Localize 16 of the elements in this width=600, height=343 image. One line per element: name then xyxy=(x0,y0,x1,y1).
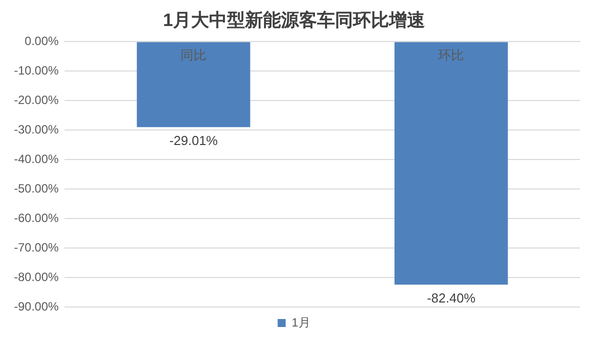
y-tick-label: -80.00% xyxy=(14,270,60,284)
x-tick-label: 同比 xyxy=(180,48,207,63)
y-tick-label: -60.00% xyxy=(14,210,60,225)
y-tick-label: -20.00% xyxy=(14,92,60,107)
x-tick-label: 环比 xyxy=(438,48,464,63)
chart-title: 1月大中型新能源客车同环比增速 xyxy=(162,10,426,30)
y-tick-label: -90.00% xyxy=(14,299,60,314)
y-tick-label: -50.00% xyxy=(14,181,60,196)
y-tick-label: -40.00% xyxy=(14,152,60,166)
y-tick-label: -10.00% xyxy=(14,63,60,78)
y-tick-label: -30.00% xyxy=(14,122,60,136)
legend-label: 1月 xyxy=(292,315,310,330)
y-tick-label: 0.00% xyxy=(24,34,60,48)
data-label: -82.40% xyxy=(426,290,476,306)
y-tick-label: -70.00% xyxy=(14,240,60,254)
data-label: -29.01% xyxy=(169,133,218,148)
